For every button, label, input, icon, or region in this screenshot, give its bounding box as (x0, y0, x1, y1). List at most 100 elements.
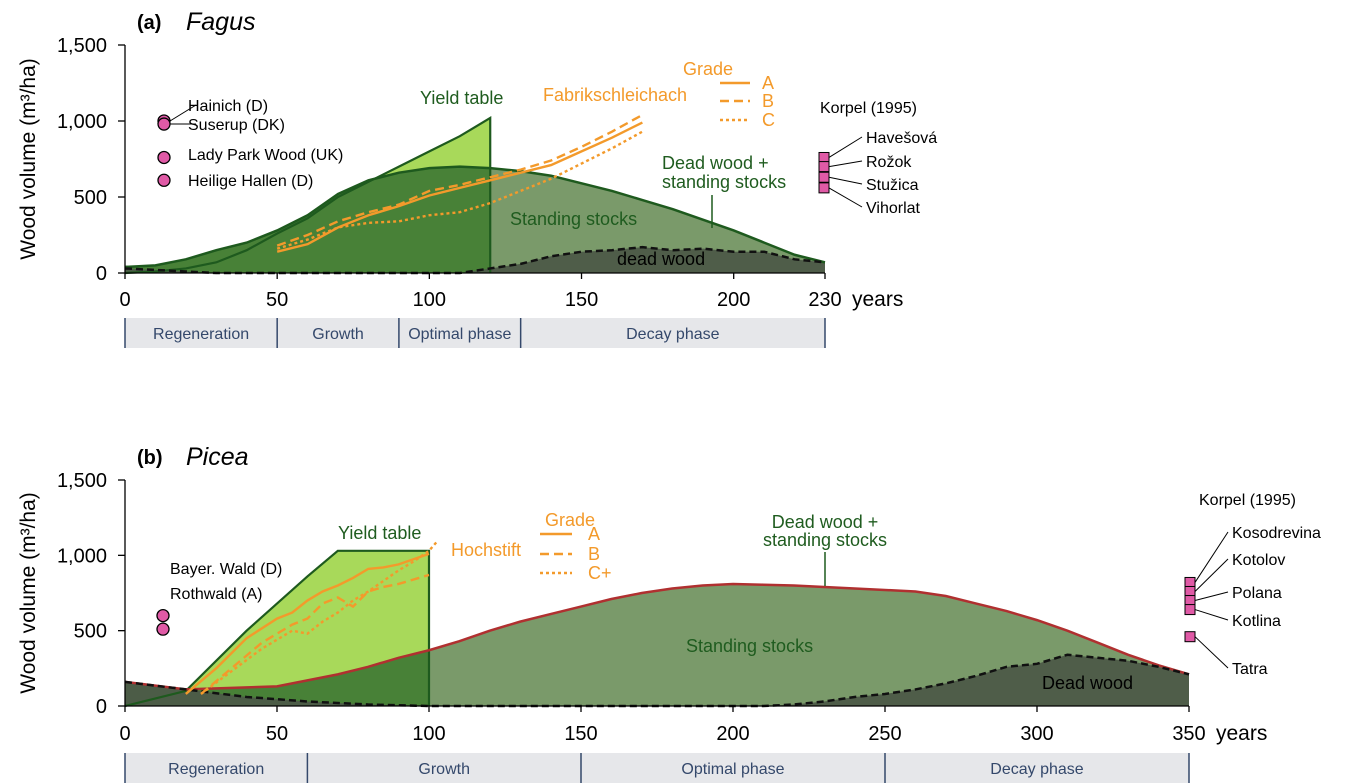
x-tick-label: 250 (868, 723, 901, 745)
y-tick-label: 500 (74, 187, 107, 209)
y-tick-label: 1,500 (57, 470, 107, 492)
korpel-label: Kotolov (1232, 552, 1285, 569)
label-site: Hochstift (451, 540, 521, 560)
panel-letter: (a) (137, 12, 161, 34)
grade-line-0 (276, 121, 643, 253)
panel-genus: Picea (186, 443, 249, 471)
grade-legend-label: C (762, 110, 775, 130)
korpel-marker (1184, 585, 1196, 597)
korpel-marker (1184, 595, 1196, 607)
label-grade: Grade (683, 59, 733, 79)
x-tick-label: 0 (119, 723, 130, 745)
panel-picea: 0 500 1,000 1,500 0 50 100 150 200 250 300 350 years… (17, 443, 1321, 783)
korpel-marker (818, 161, 830, 173)
panel-letter: (b) (137, 447, 163, 469)
x-tick-label: 100 (412, 723, 445, 745)
reserve-marker (157, 117, 171, 131)
panel-fagus: 0 500 1,000 1,500 0 50 100 150 200 230 years Wood v… (17, 8, 937, 348)
korpel-label: Tatra (1232, 661, 1268, 678)
korpel-marker (818, 151, 830, 163)
phase-box (398, 318, 521, 348)
reserve-label: Rothwald (A) (170, 586, 262, 603)
yield-table-area (125, 550, 429, 706)
reserve-label: Hainich (D) (188, 98, 268, 115)
phase-label: Optimal phase (681, 761, 784, 778)
label-standing-stocks: Standing stocks (686, 636, 813, 656)
x-tick-label: 100 (413, 289, 446, 311)
korpel-leader (828, 160, 863, 168)
y-axis-label: Wood volume (m³/ha) (17, 58, 40, 260)
reserve-marker (156, 622, 170, 636)
reserve-marker (156, 608, 170, 623)
label-dead-wood: dead wood (617, 249, 705, 269)
label-yield-table: Yield table (420, 88, 503, 108)
label-dead-wood: Dead wood (1042, 673, 1133, 693)
y-axis-label: Wood volume (m³/ha) (17, 492, 40, 694)
y-tick-label: 1,000 (57, 111, 107, 133)
korpel-marker (1184, 576, 1196, 588)
korpel-marker (818, 171, 830, 183)
phase-box (885, 753, 1189, 783)
y-tick-label: 0 (96, 263, 107, 285)
dead-wood-area (125, 247, 825, 273)
x-tick-label: 0 (119, 289, 130, 311)
reserve-label: Heilige Hallen (D) (188, 173, 313, 190)
reserve-leader (169, 104, 197, 122)
total-outline (124, 165, 826, 269)
korpel-leader (1194, 609, 1229, 621)
korpel-leader (1194, 636, 1229, 669)
korpel-label: Stužica (866, 177, 919, 194)
phase-label: Decay phase (990, 761, 1083, 778)
label-total-2: standing stocks (662, 172, 786, 192)
korpel-label: Rožok (866, 154, 912, 171)
korpel-leader (828, 187, 863, 208)
korpel-marker (1184, 631, 1196, 643)
label-grade: Grade (545, 510, 595, 530)
x-tick-label: 200 (716, 723, 749, 745)
korpel-title: Korpel (1995) (1199, 492, 1296, 509)
phase-box (277, 318, 399, 348)
x-tick-label: 50 (266, 289, 288, 311)
reserve-label: Suserup (DK) (188, 117, 285, 134)
label-total-1: Dead wood + (772, 512, 879, 532)
x-tick-label: 50 (266, 723, 288, 745)
grade-line-0 (185, 552, 430, 695)
grade-legend-label: B (762, 91, 774, 111)
label-total-1: Dead wood + (662, 153, 769, 173)
standing-stocks-overlap (125, 166, 491, 273)
y-tick-label: 1,000 (57, 545, 107, 567)
korpel-leader (828, 176, 863, 185)
grade-legend-label: A (762, 73, 774, 93)
x-tick-label: 300 (1020, 723, 1053, 745)
grade-line-1 (200, 573, 430, 695)
x-tick-label: 150 (565, 289, 598, 311)
yield-table-outline (124, 116, 492, 275)
phase-label: Optimal phase (408, 326, 511, 343)
phase-box (307, 753, 581, 783)
label-yield-table: Yield table (338, 523, 421, 543)
panel-genus: Fagus (186, 8, 255, 36)
reserve-label: Bayer. Wald (D) (170, 561, 282, 578)
yield-table-outline (124, 549, 431, 708)
x-tick-label: 230 (808, 289, 841, 311)
korpel-marker (818, 182, 830, 194)
x-tick-label: 350 (1172, 723, 1205, 745)
reserve-marker (157, 173, 171, 187)
label-standing-stocks: Standing stocks (510, 209, 637, 229)
phase-label: Decay phase (626, 326, 719, 343)
phase-label: Regeneration (168, 761, 264, 778)
dead-wood-area (125, 654, 1189, 706)
grade-line-2 (276, 130, 643, 250)
korpel-label: Polana (1232, 585, 1282, 602)
phase-box (125, 753, 308, 783)
reserve-marker (157, 150, 171, 165)
grade-legend-label: A (588, 524, 600, 544)
korpel-label: Kosodrevina (1232, 525, 1321, 542)
korpel-title: Korpel (1995) (820, 100, 917, 117)
label-total-2: standing stocks (763, 530, 887, 550)
korpel-label: Havešová (866, 130, 937, 147)
y-tick-label: 0 (96, 696, 107, 718)
x-tick-label: 200 (717, 289, 750, 311)
reserve-label: Lady Park Wood (UK) (188, 147, 343, 164)
